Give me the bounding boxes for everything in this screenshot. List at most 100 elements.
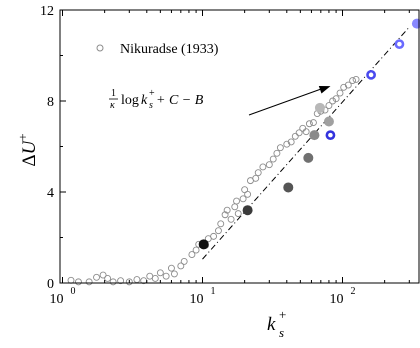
y-tick-label: 0 <box>47 277 54 292</box>
nikuradse-point <box>259 163 267 171</box>
legend: Nikuradse (1933) <box>96 42 219 57</box>
nikuradse-point <box>336 89 344 97</box>
nikuradse-point <box>215 227 222 235</box>
nikuradse-point <box>299 124 307 132</box>
plot-marks <box>67 18 420 286</box>
ring-point <box>394 39 405 50</box>
formula-k: k <box>141 93 148 108</box>
legend-marker <box>96 44 104 52</box>
y-tick-label: 12 <box>40 4 54 19</box>
nikuradse-point <box>180 257 188 265</box>
filled-point <box>309 130 320 141</box>
formula-k-sub: s <box>149 100 153 111</box>
nikuradse-point <box>223 206 231 214</box>
nikuradse-point <box>99 271 107 279</box>
nikuradse-point <box>162 272 170 280</box>
filled-point <box>303 152 314 163</box>
filled-point <box>198 239 209 250</box>
x-tick-label: 10 <box>50 292 64 307</box>
nikuradse-point <box>254 169 262 177</box>
ring-point <box>366 69 376 80</box>
nikuradse-point <box>349 77 357 84</box>
nikuradse-point <box>67 276 75 284</box>
nikuradse-point <box>265 161 273 169</box>
x-axis-label-base: k <box>267 314 276 335</box>
nikuradse-point <box>192 246 200 254</box>
formula-log: log <box>121 93 139 108</box>
x-tick-label: 10 <box>190 292 204 307</box>
nikuradse-point <box>177 262 185 270</box>
nikuradse-point <box>75 278 82 286</box>
ring-point <box>325 130 336 141</box>
nikuradse-point <box>273 149 281 157</box>
y-tick-label: 4 <box>47 186 54 201</box>
nikuradse-point <box>325 102 333 110</box>
formula-fraction-denominator: κ <box>110 100 115 111</box>
filled-point <box>283 182 294 193</box>
x-axis-label-sub: s <box>279 325 284 340</box>
nikuradse-point <box>93 273 100 281</box>
nikuradse-point <box>295 129 303 137</box>
nikuradse-point <box>210 232 218 240</box>
plot-frame <box>59 9 420 284</box>
nikuradse-point <box>156 269 164 277</box>
filled-point <box>323 116 334 127</box>
y-axis-label: ΔU+ <box>15 133 40 166</box>
nikuradse-point <box>188 251 196 259</box>
nikuradse-point <box>276 144 284 152</box>
nikuradse-point <box>109 278 117 286</box>
nikuradse-point <box>244 190 252 198</box>
nikuradse-point <box>117 277 125 285</box>
nikuradse-point <box>302 128 310 136</box>
nikuradse-point <box>287 138 295 146</box>
annotation-arrowhead <box>318 85 331 94</box>
x-axis-label: k + s <box>267 307 286 340</box>
x-tick-label-exponent: 0 <box>71 286 76 297</box>
nikuradse-point <box>239 195 247 203</box>
nikuradse-point <box>234 210 242 218</box>
nikuradse-point <box>231 203 239 211</box>
nikuradse-point <box>133 276 141 284</box>
x-tick-label: 10 <box>330 292 344 307</box>
y-axis-label-sup: + <box>15 133 30 140</box>
nikuradse-point <box>227 215 235 223</box>
nikuradse-point <box>269 155 277 163</box>
nikuradse-point <box>167 264 175 272</box>
nikuradse-point <box>329 97 337 105</box>
filled-point <box>314 102 325 113</box>
nikuradse-point <box>344 81 352 89</box>
filled-point <box>411 18 420 29</box>
y-tick-label: 8 <box>47 95 54 110</box>
nikuradse-point <box>291 132 299 140</box>
nikuradse-point <box>252 174 260 182</box>
nikuradse-point <box>332 95 340 103</box>
nikuradse-point <box>233 197 240 205</box>
x-tick-label-exponent: 2 <box>351 286 356 297</box>
nikuradse-point <box>125 278 133 286</box>
nikuradse-point <box>221 211 229 219</box>
legend-label: Nikuradse (1933) <box>120 42 219 57</box>
nikuradse-point <box>151 275 159 282</box>
nikuradse-point <box>305 120 313 128</box>
nikuradse-point <box>352 75 360 83</box>
y-axis-label-base: U <box>19 139 40 154</box>
nikuradse-point <box>217 220 225 228</box>
x-tick-label-exponent: 1 <box>211 286 216 297</box>
nikuradse-point <box>283 140 291 148</box>
formula-k-sup: + <box>149 88 155 99</box>
x-axis-label-sup: + <box>279 307 286 322</box>
y-axis-label-prefix: Δ <box>19 154 40 166</box>
nikuradse-point <box>170 270 178 278</box>
filled-point <box>242 205 253 216</box>
annotation-arrow <box>248 88 323 116</box>
nikuradse-point <box>309 119 317 127</box>
log-law-line <box>202 26 410 260</box>
formula-rest: + C − B <box>156 93 204 108</box>
svg-text:ΔU+: ΔU+ <box>15 133 40 166</box>
formula-fraction-numerator: 1 <box>111 88 116 99</box>
nikuradse-point <box>85 278 93 286</box>
nikuradse-point <box>104 275 112 282</box>
formula-annotation: 1 κ log k s + + C − B <box>109 85 331 116</box>
